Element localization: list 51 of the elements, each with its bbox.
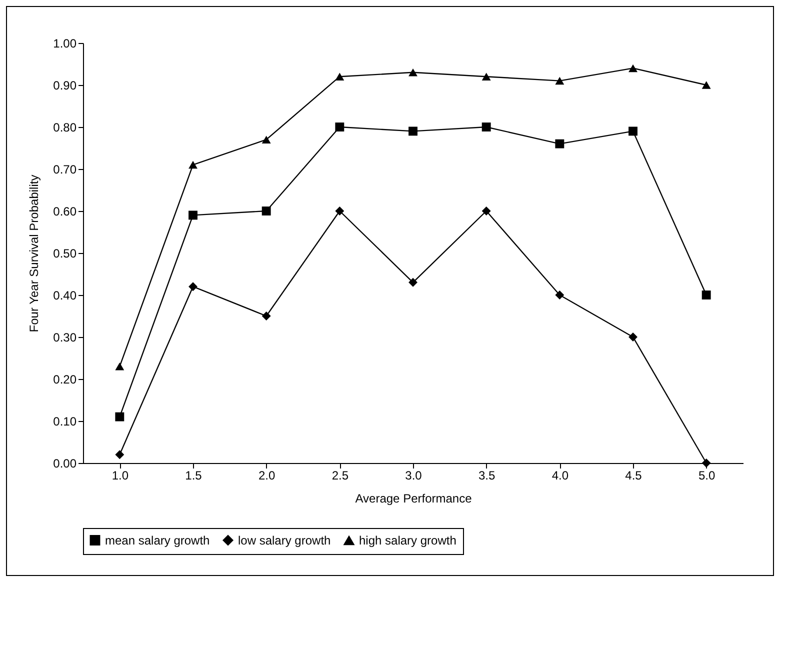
y-tick-label: 0.10 [53,414,77,428]
point [262,206,271,216]
point [408,278,418,287]
y-tick-label: 0.30 [53,330,77,344]
point [482,72,491,80]
point [335,72,344,80]
point [188,210,198,220]
x-axis-title: Average Performance [355,492,472,506]
y-tick-label: 0.00 [53,456,77,470]
x-tick-label: 1.0 [112,468,129,482]
point [555,290,564,300]
y-tick-label: 0.40 [53,288,77,302]
y-tick-label: 0.50 [53,246,77,260]
point [115,362,124,370]
point [115,412,124,422]
point [262,312,271,320]
point [555,76,564,85]
x-tick-label: 4.5 [625,468,642,482]
x-tick-label: 4.0 [552,468,569,482]
y-tick-label: 0.90 [53,78,77,92]
point [628,332,638,342]
point [555,139,564,148]
point [262,136,271,144]
legend-label: high salary growth [359,534,456,548]
x-tick-label: 3.0 [405,468,422,482]
point [628,126,638,136]
point [628,64,638,72]
point [335,122,344,132]
point [702,290,711,300]
x-tick-label: 2.0 [258,468,276,482]
y-tick-label: 1.00 [53,36,77,50]
legend-label: mean salary growth [105,533,210,548]
point [408,126,418,136]
x-tick-label: 2.5 [332,468,349,482]
x-tick-label: 5.0 [698,468,716,482]
y-axis-title: Four Year Survival Probability [27,174,42,332]
point [702,81,711,89]
y-tick-label: 0.80 [53,120,77,134]
point [482,206,491,216]
point [188,160,198,169]
point [188,282,198,292]
x-tick-label: 1.5 [185,468,202,482]
point [408,68,418,76]
point [482,122,491,132]
point [115,450,124,460]
y-tick-label: 0.20 [53,372,77,386]
legend-label: low salary growth [238,533,331,548]
y-tick-label: 0.70 [53,162,77,176]
point [335,206,344,216]
y-tick-label: 0.60 [53,204,77,218]
x-tick-label: 3.5 [478,468,496,482]
